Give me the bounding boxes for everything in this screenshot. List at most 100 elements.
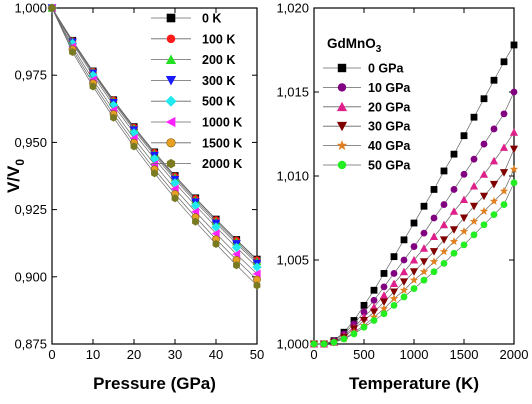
data-point	[509, 164, 519, 173]
data-point	[460, 170, 468, 178]
legend-label: 40 GPa	[368, 139, 411, 153]
data-point	[369, 312, 379, 321]
x-tick-label: 0	[310, 347, 317, 362]
legend-label: 0 GPa	[368, 62, 404, 76]
y-tick-label: 0,925	[14, 202, 47, 217]
data-point	[400, 256, 408, 264]
data-point	[340, 335, 348, 343]
data-point	[419, 258, 429, 266]
data-point	[410, 243, 418, 250]
data-point	[399, 278, 409, 286]
data-point	[190, 200, 201, 211]
data-point	[500, 110, 508, 118]
data-point	[490, 76, 498, 84]
data-point	[459, 214, 469, 223]
data-point	[489, 196, 499, 205]
legend-marker	[336, 121, 348, 132]
data-point	[379, 304, 389, 313]
series-50-gpa	[310, 179, 518, 348]
data-point	[429, 232, 439, 240]
compound-label: GdMnO3	[327, 36, 382, 55]
legend-marker	[165, 116, 176, 128]
data-point	[409, 268, 419, 276]
data-point	[390, 253, 398, 261]
x-tick-label: 20	[127, 347, 141, 362]
data-point	[380, 270, 388, 277]
data-point	[89, 82, 97, 91]
data-point	[500, 201, 508, 208]
x-tick-label: 10	[86, 347, 100, 362]
data-point	[420, 276, 428, 284]
data-point	[460, 132, 468, 140]
legend-item: 50 GPa	[323, 159, 411, 173]
x-tick-label: 50	[250, 347, 264, 362]
data-point	[409, 255, 419, 264]
data-point	[450, 150, 458, 158]
data-point	[360, 323, 368, 331]
data-point	[253, 281, 261, 290]
legend-label: 1500 K	[202, 136, 242, 150]
y-tick-label: 0,875	[14, 337, 47, 352]
x-tick-label: 0	[48, 347, 55, 362]
y-tick-label: 1,005	[276, 253, 309, 268]
data-point	[480, 221, 488, 229]
data-point	[409, 275, 419, 284]
legend-item: 0 GPa	[323, 62, 404, 76]
y-tick-label: 1,000	[14, 1, 47, 16]
legend: 0 K 100 K 200 K 300 K 500 K 1000 K 1500 K 2000 …	[151, 12, 242, 171]
data-point	[419, 244, 429, 252]
data-point	[151, 169, 158, 178]
volume-vs-temperature-chart: 0 500 1000 1500 2000 1,000 1,005 1,010 1,015 1,02…	[276, 1, 528, 394]
data-point	[510, 179, 518, 187]
data-point	[430, 186, 438, 193]
data-point	[390, 270, 398, 277]
data-point	[390, 301, 398, 309]
legend-item: 1500 K	[151, 136, 242, 150]
y-tick-label: 1,010	[276, 169, 309, 184]
y-tick-label: 1,015	[276, 85, 309, 100]
y-tick-label: 0,900	[14, 269, 47, 284]
data-point	[130, 142, 138, 151]
data-point	[490, 211, 498, 219]
legend-label: 500 K	[202, 95, 235, 109]
data-point	[370, 317, 378, 324]
legend-label: 100 K	[202, 32, 235, 46]
data-point	[171, 194, 179, 203]
data-point	[439, 247, 449, 256]
data-point	[469, 202, 479, 211]
data-point	[499, 143, 509, 151]
data-point	[233, 261, 240, 270]
legend-item: 100 K	[151, 32, 235, 46]
data-point	[459, 195, 469, 203]
data-point	[379, 291, 389, 299]
legend-marker	[337, 83, 347, 92]
data-point	[110, 113, 117, 122]
data-point	[499, 169, 509, 177]
data-point	[440, 167, 448, 175]
data-point	[389, 294, 399, 303]
legend-label: 50 GPa	[368, 159, 411, 173]
legend-label: 2000 K	[202, 157, 242, 171]
data-point	[410, 285, 418, 292]
data-point	[69, 48, 76, 57]
data-point	[389, 279, 399, 287]
data-point	[459, 227, 469, 236]
data-point	[380, 310, 388, 318]
data-point	[369, 308, 379, 317]
data-point	[389, 288, 399, 296]
data-point	[470, 231, 478, 239]
legend-marker	[165, 76, 177, 86]
data-point	[430, 268, 438, 276]
legend-marker	[337, 160, 347, 170]
data-point	[439, 220, 449, 229]
data-point	[510, 41, 518, 49]
data-point	[460, 241, 468, 249]
data-point	[470, 113, 478, 121]
legend-marker	[336, 140, 348, 151]
legend-marker	[337, 63, 347, 73]
legend-marker	[166, 34, 176, 44]
legend-label: 30 GPa	[368, 120, 411, 134]
data-point	[509, 145, 519, 154]
data-point	[469, 182, 479, 190]
